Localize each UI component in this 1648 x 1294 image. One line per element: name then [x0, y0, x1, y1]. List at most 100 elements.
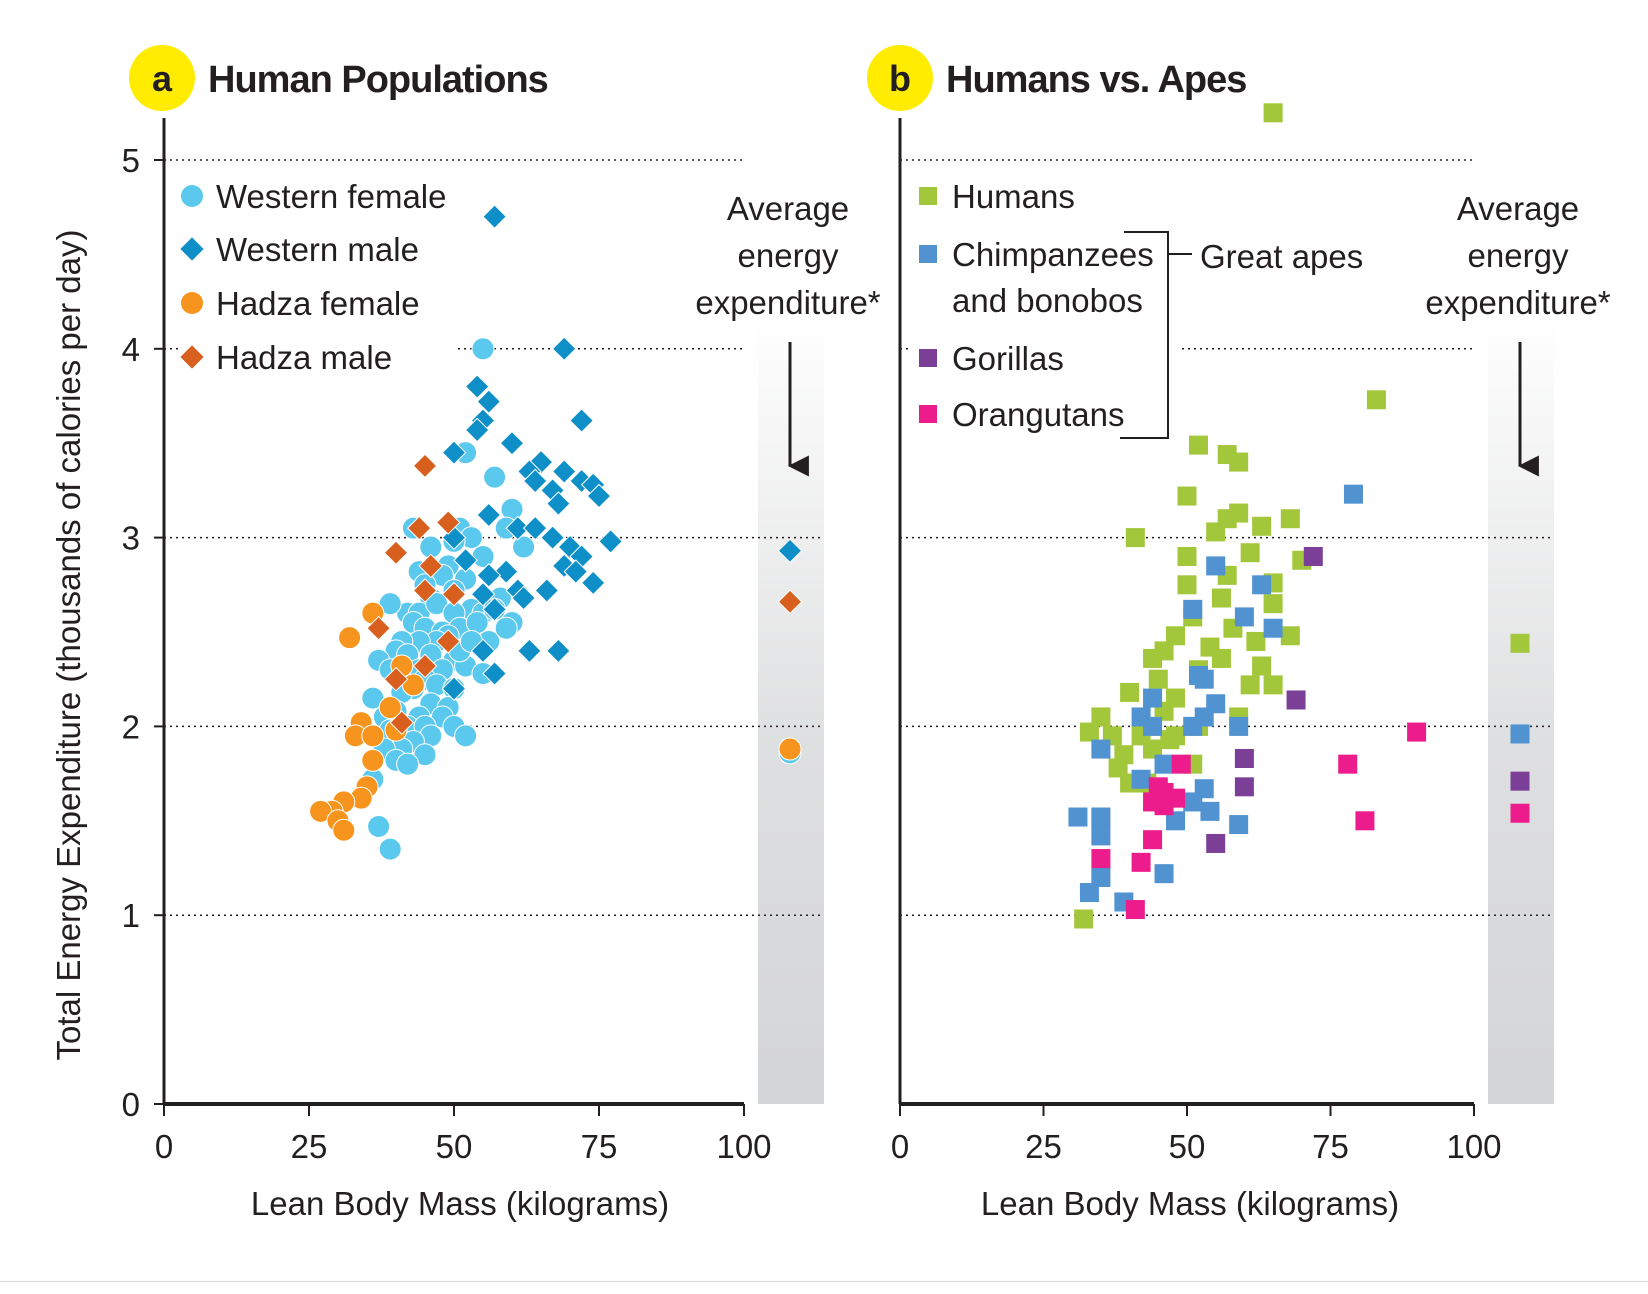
panel-a-point-western-female-2: [483, 465, 507, 489]
panel-a-point-western-male-34: [511, 585, 536, 611]
panel-b-average-chimpanzees-and-bonobos: [1510, 724, 1530, 744]
panel-b-point-orangutans-8: [1355, 811, 1375, 831]
panel-a-legend-background: [178, 170, 456, 382]
panel-b-point-humans-7: [1229, 503, 1249, 523]
panel-a-x-tick-label-25: 25: [291, 1128, 328, 1165]
panel-b-point-chimpanzees-and-bonobos-7: [1194, 669, 1214, 689]
panel-a-average-markers: [777, 538, 803, 765]
panel-a-x-tick-label-100: 100: [716, 1128, 771, 1165]
panel-a-point-hadza-female-2: [378, 696, 402, 720]
panel-b-average-label-line3: expenditure*: [1425, 284, 1610, 321]
panel-b-average-humans: [1510, 633, 1530, 653]
panel-b-point-chimpanzees-and-bonobos-15: [1091, 739, 1111, 759]
panel-a-point-hadza-male-7: [366, 615, 391, 641]
panel-b-x-tick-label-75: 75: [1312, 1128, 1349, 1165]
panel-b-legend-label-humans: Humans: [952, 178, 1075, 215]
panel-a-legend-marker-western-female: [181, 185, 203, 207]
panel-b-point-humans-13: [1240, 543, 1260, 563]
panel-a-point-hadza-male-10: [383, 666, 409, 692]
panel-b-series-gorillas: [1206, 546, 1323, 853]
panel-a-point-western-female-10: [512, 535, 536, 559]
panel-b-gridlines: [900, 159, 1554, 916]
panel-a-point-hadza-male-1: [435, 510, 461, 535]
panel-b-point-gorillas-4: [1206, 833, 1226, 853]
panel-b-point-humans-0: [1263, 103, 1283, 123]
panel-b-point-chimpanzees-and-bonobos-13: [1229, 716, 1249, 736]
panel-a-point-hadza-male-4: [418, 553, 444, 579]
panel-b-point-chimpanzees-and-bonobos-5: [1263, 618, 1283, 638]
panel-a-y-tick-label-4: 4: [122, 331, 140, 368]
panel-a-point-hadza-male-8: [435, 629, 461, 654]
panel-b-average-label-line1: Average: [1457, 190, 1579, 227]
panel-b-x-axis-label: Lean Body Mass (kilograms): [981, 1185, 1399, 1222]
panel-b-point-humans-38: [1091, 707, 1111, 727]
panel-b-point-chimpanzees-and-bonobos-0: [1343, 484, 1363, 504]
panel-b-great-apes-bracket: [1120, 231, 1169, 439]
panel-b-x-tick-label-25: 25: [1025, 1128, 1062, 1165]
panel-a-point-western-male-38: [517, 638, 542, 664]
panel-a-point-hadza-male-5: [412, 578, 438, 603]
panel-b-point-humans-8: [1206, 522, 1226, 542]
panel-b-point-orangutans-1: [1171, 754, 1191, 774]
panel-a-point-western-male-41: [441, 676, 467, 701]
panel-b-legend-label-chimpanzees-line1: Chimpanzees: [952, 236, 1154, 273]
panel-a-average-hadza-male: [777, 589, 803, 615]
panel-b-point-chimpanzees-and-bonobos-1: [1206, 556, 1226, 576]
panel-b-point-humans-18: [1211, 588, 1231, 608]
panel-a-point-western-male-8: [499, 430, 525, 456]
panel-a-badge: [129, 45, 195, 111]
panel-b-point-chimpanzees-and-bonobos-20: [1200, 801, 1220, 821]
panel-a-point-western-female-70: [396, 752, 420, 776]
panel-a-average-label-line2: energy: [738, 237, 839, 274]
panel-a-point-western-male-39: [546, 638, 571, 664]
panel-b-legend-label-gorillas: Gorillas: [952, 340, 1064, 377]
panel-b-point-humans-10: [1280, 509, 1300, 529]
panel-a-point-western-male-20: [522, 515, 548, 541]
panel-a-average-label-line1: Average: [727, 190, 849, 227]
panel-a-point-hadza-male-11: [389, 710, 415, 735]
panel-a-point-western-male-26: [563, 559, 589, 584]
panel-a-point-western-male-0: [482, 204, 507, 229]
panel-a-badge-letter: a: [152, 58, 173, 99]
panel-b-point-chimpanzees-and-bonobos-8: [1143, 688, 1163, 708]
panel-b-legend-marker-orangutans: [919, 405, 937, 423]
panel-a-human-populations: a Human Populations 0 1 2 3 4 5 0 25 50 75 100 To…: [50, 45, 881, 1222]
panel-a-point-western-female-73: [378, 837, 402, 861]
panel-b-legend-background: [912, 170, 1180, 442]
panel-b-point-chimpanzees-and-bonobos-21: [1068, 807, 1088, 827]
panel-b-average-markers: [1510, 633, 1530, 823]
panel-a-legend-label-hadza-male: Hadza male: [216, 339, 392, 376]
panel-b-x-ticks: 0 25 50 75 100: [891, 1104, 1502, 1165]
panel-b-point-gorillas-0: [1303, 546, 1323, 566]
panel-b-point-chimpanzees-and-bonobos-22: [1091, 807, 1111, 827]
panel-a-point-western-male-40: [482, 661, 507, 686]
panel-b-point-humans-40: [1079, 722, 1099, 742]
panel-b-point-orangutans-9: [1143, 830, 1163, 850]
panel-b-series-chimpanzees-and-bonobos: [1068, 484, 1363, 912]
panel-a-average-hadza-female: [778, 737, 802, 761]
panel-a-point-western-male-12: [522, 468, 548, 494]
panel-b-point-humans-4: [1229, 452, 1249, 472]
panel-a-point-hadza-male-9: [412, 653, 438, 679]
panel-a-legend-marker-western-male: [180, 237, 204, 261]
panel-a-series-hadza-female: [309, 601, 425, 842]
panel-a-y-ticks: 0 1 2 3 4 5: [122, 142, 164, 1123]
panel-a-point-western-male-17: [546, 491, 571, 516]
panel-b-legend-marker-gorillas: [919, 349, 937, 367]
panel-a-y-tick-label-3: 3: [122, 520, 140, 557]
panel-b-point-gorillas-3: [1234, 777, 1254, 797]
panel-a-point-western-male-22: [557, 534, 583, 560]
panel-b-point-orangutans-7: [1154, 796, 1174, 816]
panel-a-average-western-male: [777, 538, 803, 564]
panel-b-series-orangutans: [1091, 722, 1427, 920]
panel-a-point-hadza-male-3: [383, 540, 409, 566]
panel-a-point-western-male-2: [464, 374, 490, 399]
panel-b-badge: [867, 45, 933, 111]
panel-b-point-orangutans-11: [1131, 852, 1151, 872]
panel-a-point-western-female-11: [471, 544, 495, 568]
panel-b-point-chimpanzees-and-bonobos-25: [1091, 826, 1111, 846]
panel-b-x-tick-label-50: 50: [1169, 1128, 1206, 1165]
panel-b-point-chimpanzees-and-bonobos-16: [1154, 754, 1174, 774]
panel-a-legend: Western female Western male Hadza female Ha…: [180, 178, 446, 376]
panel-a-point-hadza-female-9: [361, 748, 385, 772]
